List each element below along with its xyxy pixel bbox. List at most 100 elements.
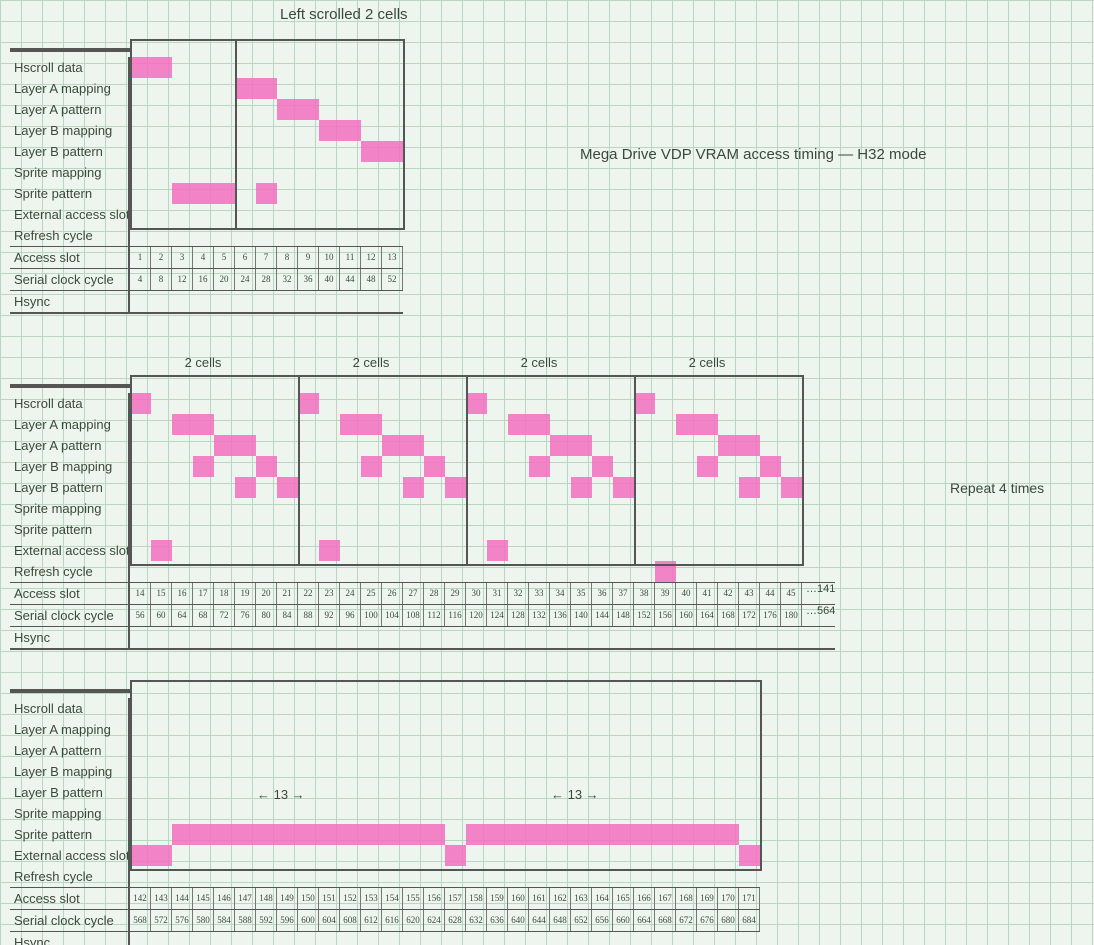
timing-cell	[718, 803, 739, 824]
serial-clock-row: Serial clock cycle4812162024283236404448…	[10, 268, 403, 290]
timing-cell	[466, 477, 487, 498]
timing-cell	[277, 162, 298, 183]
serial-clock-cell: 136	[550, 605, 571, 626]
access-slot-cell: 17	[193, 583, 214, 604]
timing-cell	[130, 761, 151, 782]
access-slot-cell: 6	[235, 247, 256, 268]
timing-cell	[361, 393, 382, 414]
timing-cell	[298, 824, 319, 845]
timing-cell	[781, 393, 802, 414]
timing-cell	[319, 761, 340, 782]
serial-clock-cell: 36	[298, 269, 319, 290]
timing-cell	[193, 782, 214, 803]
access-slot-cell: 168	[676, 888, 697, 909]
timing-cell	[256, 740, 277, 761]
access-slot-cell: 13	[382, 247, 403, 268]
access-slot-cell: 27	[403, 583, 424, 604]
hsync-cell	[676, 932, 697, 945]
signal-row: Layer B pattern	[10, 141, 403, 162]
signal-row: Sprite pattern	[10, 183, 403, 204]
hsync-cell	[508, 932, 529, 945]
timing-cell	[445, 393, 466, 414]
timing-cell	[571, 498, 592, 519]
hsync-cell	[424, 627, 445, 648]
timing-cell	[277, 866, 298, 887]
access-slot-cell: 150	[298, 888, 319, 909]
row-label: Layer A pattern	[10, 435, 130, 456]
serial-clock-cell: 656	[592, 910, 613, 931]
timing-cell	[214, 393, 235, 414]
timing-cell	[319, 435, 340, 456]
timing-cell	[466, 866, 487, 887]
row-label: Layer A mapping	[10, 414, 130, 435]
timing-cell	[340, 393, 361, 414]
serial-clock-cell: 28	[256, 269, 277, 290]
signal-row: Layer A mapping	[10, 414, 835, 435]
timing-cell	[550, 845, 571, 866]
timing-cell	[592, 561, 613, 582]
timing-cell	[277, 761, 298, 782]
timing-cell	[130, 120, 151, 141]
timing-cell	[781, 477, 802, 498]
repeat-note: Repeat 4 times	[950, 480, 1044, 496]
timing-cell	[466, 498, 487, 519]
row-label: Hsync	[10, 932, 130, 945]
row-label: Sprite pattern	[10, 183, 130, 204]
timing-cell	[130, 99, 151, 120]
timing-cell	[193, 225, 214, 246]
timing-cell	[130, 719, 151, 740]
timing-cell	[340, 761, 361, 782]
timing-cell	[445, 866, 466, 887]
timing-cell	[592, 803, 613, 824]
span-arrow-label: ← 13 →	[551, 787, 599, 802]
timing-cell	[487, 719, 508, 740]
timing-cell	[193, 519, 214, 540]
timing-cell	[550, 498, 571, 519]
timing-cell	[676, 719, 697, 740]
timing-cell	[655, 866, 676, 887]
timing-cell	[298, 204, 319, 225]
hsync-cell	[655, 932, 676, 945]
timing-cell	[655, 519, 676, 540]
group-label: 2 cells	[173, 355, 233, 370]
access-slot-cell: 1	[130, 247, 151, 268]
timing-cell	[214, 162, 235, 183]
timing-cell	[466, 803, 487, 824]
access-slot-cell: 162	[550, 888, 571, 909]
timing-cell	[256, 477, 277, 498]
timing-cell	[277, 845, 298, 866]
timing-cell	[760, 477, 781, 498]
timing-cell	[193, 761, 214, 782]
serial-clock-cell: 60	[151, 605, 172, 626]
access-slot-cell: 33	[529, 583, 550, 604]
timing-cell	[214, 57, 235, 78]
access-slot-cell: 170	[718, 888, 739, 909]
timing-cell	[382, 561, 403, 582]
serial-clock-cell: 44	[340, 269, 361, 290]
timing-cell	[466, 435, 487, 456]
timing-cell	[739, 435, 760, 456]
hsync-cell	[214, 291, 235, 312]
timing-cell	[340, 719, 361, 740]
timing-cell	[571, 845, 592, 866]
timing-cell	[403, 498, 424, 519]
timing-cell	[529, 824, 550, 845]
timing-cell	[508, 456, 529, 477]
access-slot-cell: 42	[718, 583, 739, 604]
timing-cell	[235, 782, 256, 803]
access-slot-cell: 35	[571, 583, 592, 604]
hsync-cell	[130, 627, 151, 648]
timing-cell	[718, 540, 739, 561]
serial-clock-cell: 128	[508, 605, 529, 626]
timing-cell	[445, 698, 466, 719]
timing-cell	[592, 761, 613, 782]
timing-cell	[508, 561, 529, 582]
timing-cell	[256, 183, 277, 204]
timing-cell	[340, 162, 361, 183]
timing-cell	[676, 540, 697, 561]
timing-cell	[130, 477, 151, 498]
access-slot-cell: 26	[382, 583, 403, 604]
timing-cell	[172, 561, 193, 582]
timing-cell	[697, 477, 718, 498]
access-slot-cell: 20	[256, 583, 277, 604]
